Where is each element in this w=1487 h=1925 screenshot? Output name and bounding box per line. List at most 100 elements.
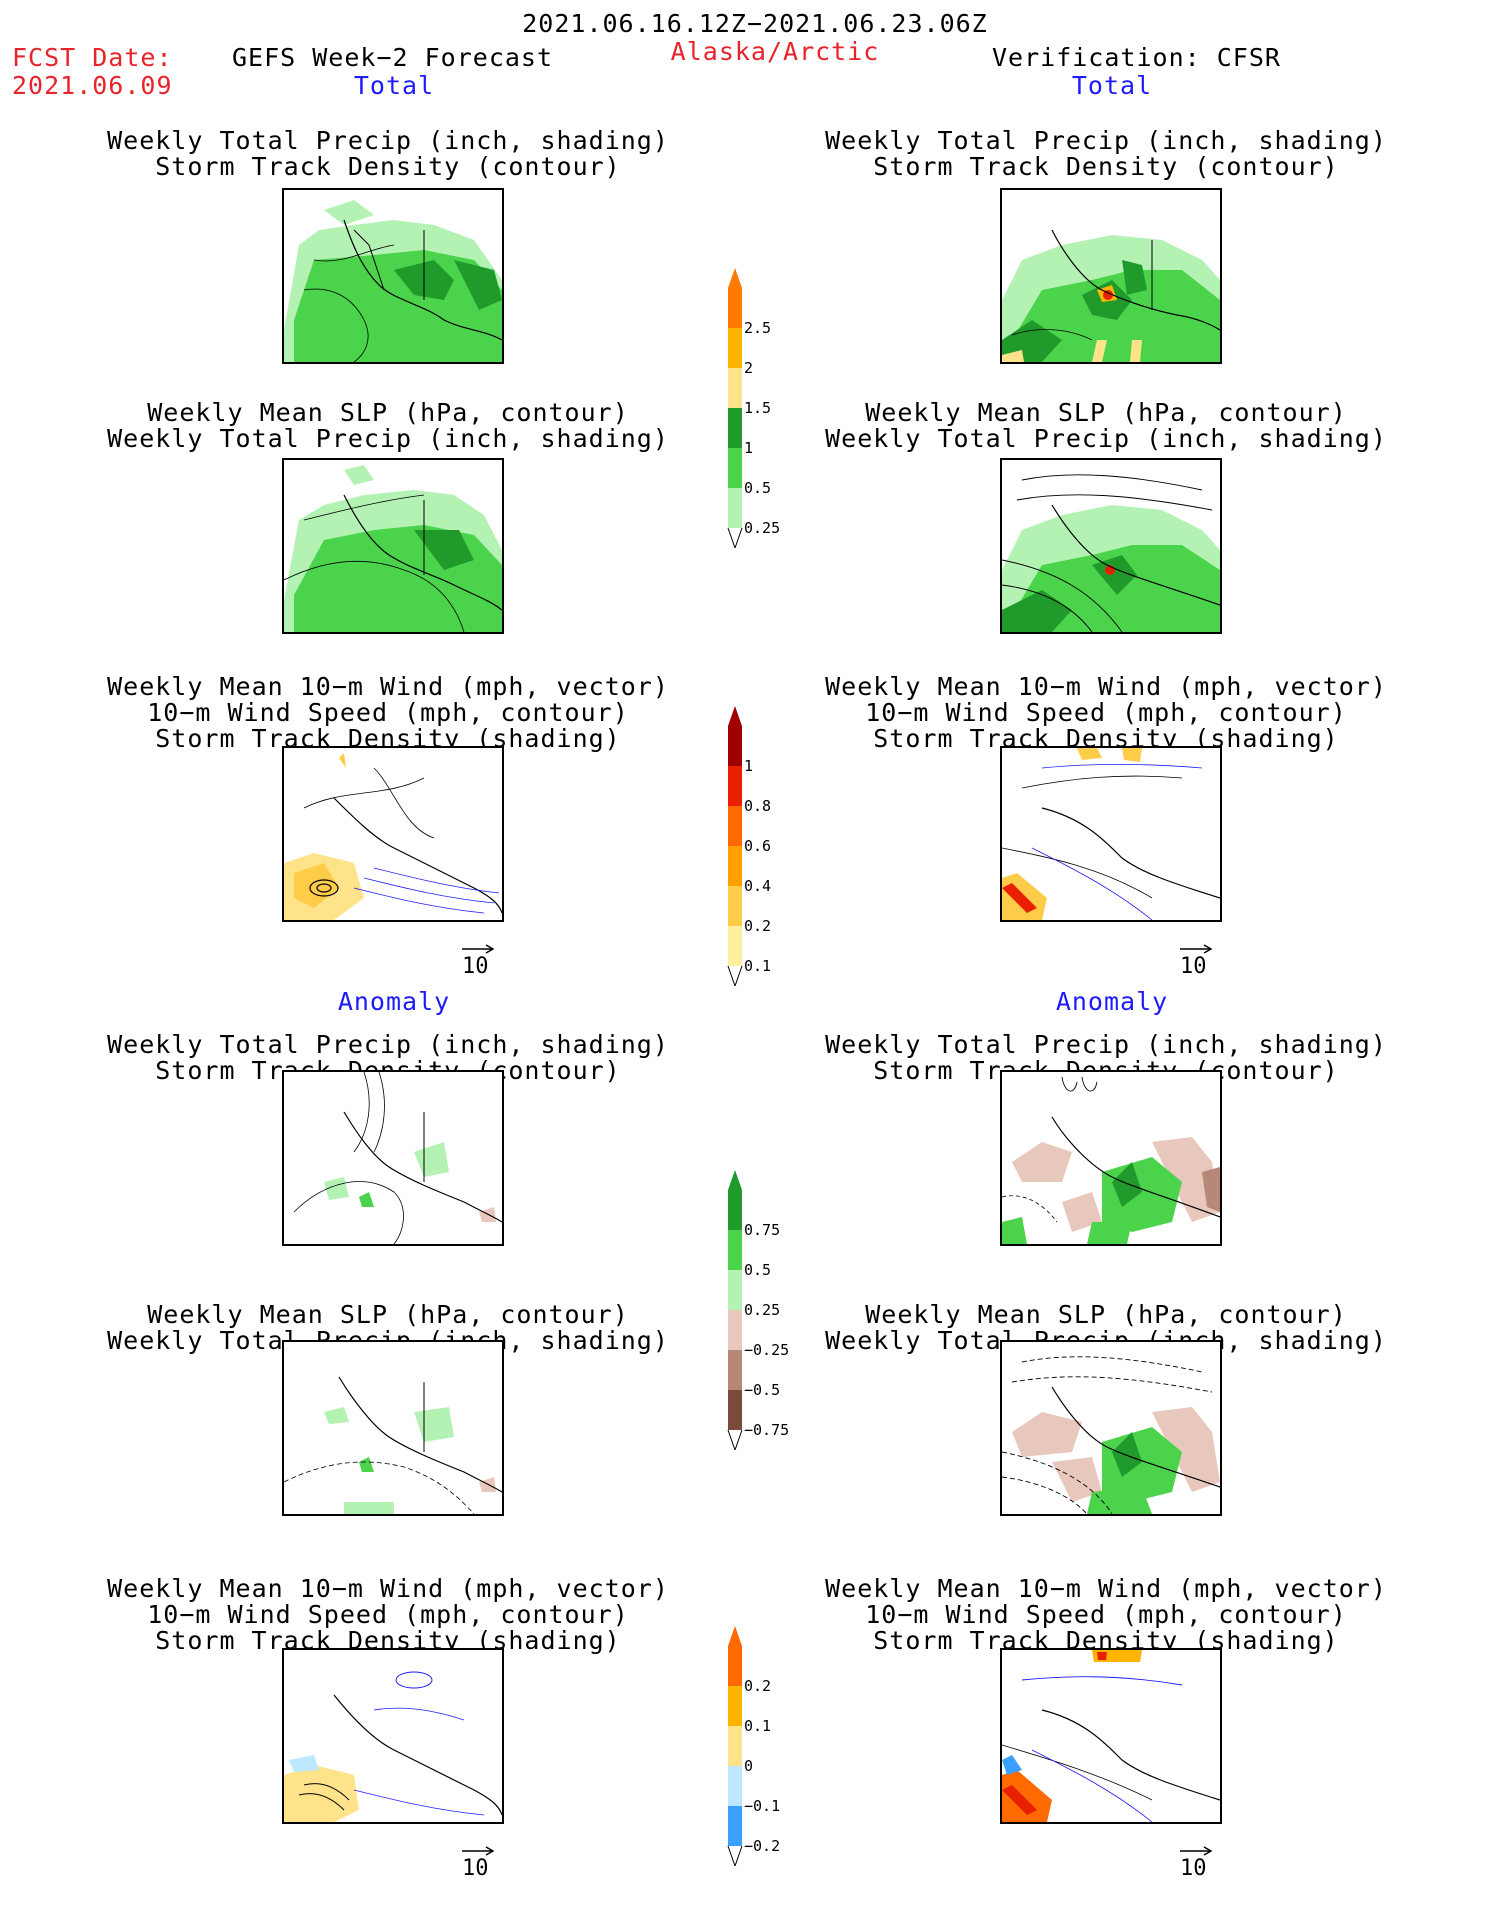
panel-title-wind-track: Weekly Mean 10−m Wind (mph, vector) 10−m … [107, 672, 669, 753]
colorbar-label: 0.8 [744, 797, 772, 815]
colorbar-label: 0.1 [744, 957, 772, 975]
section-anomaly-right: Anomaly [1055, 987, 1169, 1016]
colorbar-svg [727, 268, 743, 548]
colorbar-segment [728, 328, 742, 368]
map-fcst-slp-total [282, 458, 504, 634]
colorbar-segment [728, 806, 742, 846]
colorbar-label: 0.2 [744, 1677, 772, 1695]
fcst-date-value: 2021.06.09 [12, 71, 173, 100]
colorbar-label: 0.4 [744, 877, 772, 895]
arrow-icon [462, 1846, 494, 1856]
map-fcst-wind-total [282, 746, 504, 922]
fcst-date-label: FCST Date: [12, 43, 173, 72]
colorbar-label: 0.75 [744, 1221, 781, 1239]
section-anomaly-left: Anomaly [337, 987, 451, 1016]
colorbar-bottom-cap [727, 1845, 743, 1866]
colorbar-label: 0.6 [744, 837, 772, 855]
panel-title-precip-track: Weekly Total Precip (inch, shading) Storm… [107, 126, 669, 181]
section-total-left: Total [353, 71, 435, 100]
period-title: 2021.06.16.12Z−2021.06.23.06Z [522, 9, 988, 38]
colorbar-segment [728, 408, 742, 448]
colorbar-label: 1 [744, 439, 754, 457]
colorbar-segment [728, 766, 742, 806]
colorbar-segment [728, 1190, 742, 1230]
colorbar-label: 0.25 [744, 519, 781, 537]
colorbar-label: −0.5 [744, 1381, 781, 1399]
model-label: GEFS Week−2 Forecast [232, 43, 554, 72]
colorbar-segment [728, 846, 742, 886]
map-fcst-precip-total [282, 188, 504, 364]
map-verif-precip-anom [1000, 1070, 1222, 1246]
vector-ref-value: 10 [462, 1856, 489, 1881]
colorbar-label: 0 [744, 1757, 754, 1775]
arrow-icon [1180, 1846, 1212, 1856]
colorbar-svg [727, 1170, 743, 1450]
colorbar-top-cap [728, 1170, 742, 1190]
colorbar-label: 2.5 [744, 319, 772, 337]
colorbar-segment [728, 926, 742, 966]
colorbar-top-cap [728, 706, 742, 726]
vector-ref-fcst-anom: 10 [462, 1846, 494, 1881]
colorbar-segment [728, 488, 742, 528]
vector-ref-verif-total: 10 [1180, 944, 1212, 979]
colorbar-segment [728, 1766, 742, 1806]
panel-title-wind-track: Weekly Mean 10−m Wind (mph, vector) 10−m … [107, 1574, 669, 1655]
vector-ref-fcst-total: 10 [462, 944, 494, 979]
colorbar-svg [727, 706, 743, 986]
colorbar-segment [728, 1310, 742, 1350]
vector-ref-value: 10 [1180, 954, 1207, 979]
panel-title-slp-precip: Weekly Mean SLP (hPa, contour) Weekly Tot… [107, 398, 669, 453]
map-fcst-precip-anom [282, 1070, 504, 1246]
arrow-icon [462, 944, 494, 954]
colorbar-segment [728, 726, 742, 766]
colorbar-segment [728, 1350, 742, 1390]
map-verif-precip-total [1000, 188, 1222, 364]
colorbar-precip-anom: 0.75 0.5 0.25 −0.25 −0.5 −0.75 [722, 1170, 812, 1460]
colorbar-label: 0.2 [744, 917, 772, 935]
panel-title-wind-track: Weekly Mean 10−m Wind (mph, vector) 10−m … [825, 672, 1387, 753]
colorbar-svg [727, 1626, 743, 1866]
panel-title-precip-track: Weekly Total Precip (inch, shading) Storm… [825, 126, 1387, 181]
region-label: Alaska/Arctic [670, 37, 880, 66]
colorbar-segment [728, 1270, 742, 1310]
colorbar-label: 1 [744, 757, 754, 775]
vector-ref-value: 10 [462, 954, 489, 979]
colorbar-label: 0.25 [744, 1301, 781, 1319]
panel-title-slp-precip: Weekly Mean SLP (hPa, contour) Weekly Tot… [825, 398, 1387, 453]
colorbar-bottom-cap [727, 527, 743, 548]
colorbar-label: 2 [744, 359, 754, 377]
colorbar-segment [728, 886, 742, 926]
colorbar-label: −0.75 [744, 1421, 790, 1439]
colorbar-label: −0.1 [744, 1797, 781, 1815]
colorbar-top-cap [728, 1626, 742, 1646]
colorbar-segment [728, 1726, 742, 1766]
colorbar-bottom-cap [727, 1429, 743, 1450]
colorbar-track-anom: 0.2 0.1 0 −0.1 −0.2 [722, 1626, 812, 1876]
map-verif-wind-total [1000, 746, 1222, 922]
map-verif-wind-anom [1000, 1648, 1222, 1824]
colorbar-segment [728, 368, 742, 408]
colorbar-segment [728, 1806, 742, 1846]
verification-label: Verification: CFSR [992, 43, 1281, 72]
colorbar-top-cap [728, 268, 742, 288]
colorbar-label: 0.5 [744, 1261, 772, 1279]
colorbar-track-total: 1 0.8 0.6 0.4 0.2 0.1 [722, 706, 812, 996]
vector-ref-verif-anom: 10 [1180, 1846, 1212, 1881]
colorbar-label: 0.5 [744, 479, 772, 497]
colorbar-segment [728, 448, 742, 488]
colorbar-label: 0.1 [744, 1717, 772, 1735]
section-total-right: Total [1071, 71, 1153, 100]
colorbar-label: 1.5 [744, 399, 772, 417]
colorbar-label: −0.2 [744, 1837, 781, 1855]
colorbar-segment [728, 1390, 742, 1430]
colorbar-segment [728, 1230, 742, 1270]
colorbar-segment [728, 1646, 742, 1686]
colorbar-precip-total: 2.5 2 1.5 1 0.5 0.25 [722, 268, 812, 558]
arrow-icon [1180, 944, 1212, 954]
colorbar-label: −0.25 [744, 1341, 790, 1359]
map-verif-slp-total [1000, 458, 1222, 634]
colorbar-segment [728, 288, 742, 328]
panel-title-wind-track: Weekly Mean 10−m Wind (mph, vector) 10−m … [825, 1574, 1387, 1655]
colorbar-bottom-cap [727, 965, 743, 986]
map-fcst-wind-anom [282, 1648, 504, 1824]
